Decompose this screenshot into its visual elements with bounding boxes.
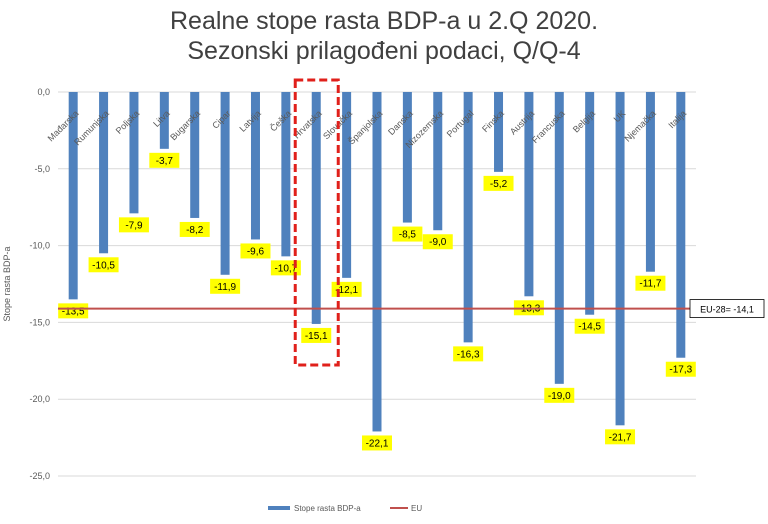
data-label: -15,1: [305, 331, 328, 342]
data-label-bg: [210, 278, 241, 294]
highlight-box: [293, 78, 340, 367]
y-tick-label: 0,0: [37, 87, 50, 97]
data-label: -3,7: [156, 156, 174, 167]
title-line-1: Realne stope rasta BDP-a u 2.Q 2020.: [169, 7, 599, 35]
bar: [402, 92, 412, 223]
data-label: -19,0: [548, 391, 571, 402]
data-label-bg: [635, 275, 666, 291]
data-label: -11,7: [639, 279, 661, 290]
data-label: -5,2: [490, 179, 508, 190]
data-label-bg: [88, 257, 119, 273]
data-label-bg: [392, 226, 423, 242]
data-label: -17,3: [669, 365, 692, 376]
bar: [220, 92, 230, 275]
data-label-bg: [179, 221, 210, 237]
data-label-bg: [605, 429, 636, 445]
data-label: -7,9: [125, 220, 143, 231]
data-label-bg: [240, 243, 271, 259]
y-tick-label: -25,0: [29, 471, 50, 481]
y-tick-label: -10,0: [29, 241, 50, 251]
bar: [68, 92, 78, 300]
legend-swatch-bars: [268, 506, 290, 510]
bar: [463, 92, 473, 343]
y-tick-label: -15,0: [29, 317, 50, 327]
bar: [494, 92, 504, 172]
eu-label: EU-28= -14,1: [700, 305, 754, 315]
bar: [585, 92, 595, 315]
data-label: -22,1: [366, 438, 389, 449]
y-tick-label: -5,0: [34, 164, 50, 174]
data-label: -13,5: [62, 306, 85, 317]
data-label-bg: [301, 327, 332, 343]
bar: [190, 92, 200, 218]
bar: [311, 92, 321, 324]
legend-swatch-eu: [390, 507, 408, 509]
bar: [433, 92, 443, 231]
data-label-bg: [118, 217, 149, 233]
bar: [250, 92, 260, 240]
data-label-bg: [362, 435, 392, 451]
bar: [676, 92, 686, 358]
bar: [554, 92, 564, 384]
data-label-bg: [453, 346, 484, 362]
data-label-bg: [270, 260, 301, 276]
data-label: -10,5: [92, 260, 115, 271]
data-label: -8,2: [186, 225, 204, 236]
y-tick-label: -20,0: [29, 394, 50, 404]
data-label: -10,7: [274, 263, 297, 274]
data-label: -9,0: [429, 237, 447, 248]
title-line-2: Sezonski prilagođeni podaci, Q/Q-4: [187, 37, 581, 65]
data-label: -12,1: [335, 285, 358, 296]
category-label: UK: [612, 108, 628, 124]
bar: [99, 92, 109, 254]
bar: [645, 92, 655, 272]
data-label: -11,9: [214, 282, 236, 293]
eu-label-box: [689, 299, 765, 318]
data-label: -8,5: [399, 230, 417, 241]
data-label-bg: [483, 175, 514, 191]
bar: [129, 92, 139, 214]
bar: [524, 92, 534, 297]
data-label-bg: [574, 318, 605, 334]
bar: [281, 92, 291, 257]
data-label: -16,3: [457, 349, 480, 360]
data-label: -21,7: [609, 432, 632, 443]
bar: [342, 92, 352, 278]
legend-label: EU: [411, 504, 422, 513]
bar: [615, 92, 625, 426]
data-label-bg: [58, 303, 89, 319]
data-label-bg: [422, 234, 453, 250]
data-label-bg: [544, 387, 575, 403]
data-label: -14,5: [578, 322, 601, 333]
bar: [372, 92, 382, 432]
chart-title: Realne stope rasta BDP-a u 2.Q 2020. Sez…: [0, 6, 768, 66]
data-label-bg: [149, 152, 180, 168]
bar: [159, 92, 169, 149]
y-axis-label: Stope rasta BDP-a: [2, 246, 12, 321]
legend-label: Stope rasta BDP-a: [294, 504, 361, 513]
data-label-bg: [665, 361, 696, 377]
data-label: -9,6: [247, 246, 265, 257]
